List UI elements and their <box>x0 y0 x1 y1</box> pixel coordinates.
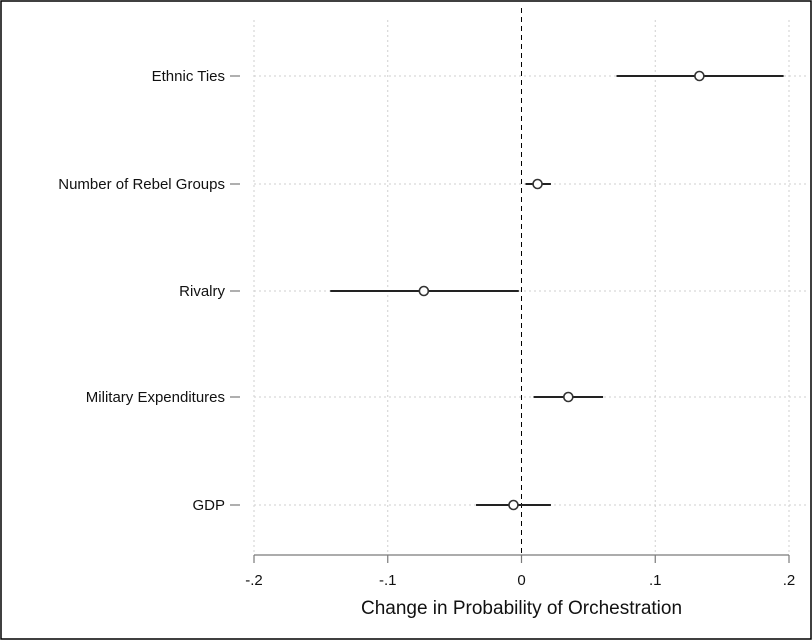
category-axis: Ethnic Ties Number of Rebel Groups Rivalry… <box>58 68 240 514</box>
category-label: Military Expenditures <box>86 389 225 406</box>
x-axis-title: Change in Probability of Orchestration <box>361 598 682 619</box>
point-estimate <box>508 499 519 511</box>
x-tick-label: .1 <box>649 572 662 589</box>
point-estimate <box>563 391 574 403</box>
category-label: GDP <box>192 497 225 514</box>
x-tick-label: -.2 <box>245 572 263 589</box>
x-tick-label: 0 <box>517 572 525 589</box>
x-tick-label: -.1 <box>379 572 397 589</box>
category-label: Rivalry <box>179 283 225 300</box>
x-tick-label: .2 <box>783 572 796 589</box>
x-axis: -.2 -.1 0 .1 .2 <box>245 554 796 589</box>
estimates <box>330 70 784 511</box>
category-label: Ethnic Ties <box>152 68 225 85</box>
category-label: Number of Rebel Groups <box>58 176 225 193</box>
point-estimate <box>694 70 705 82</box>
point-estimate <box>532 178 543 190</box>
point-estimate <box>418 285 430 297</box>
